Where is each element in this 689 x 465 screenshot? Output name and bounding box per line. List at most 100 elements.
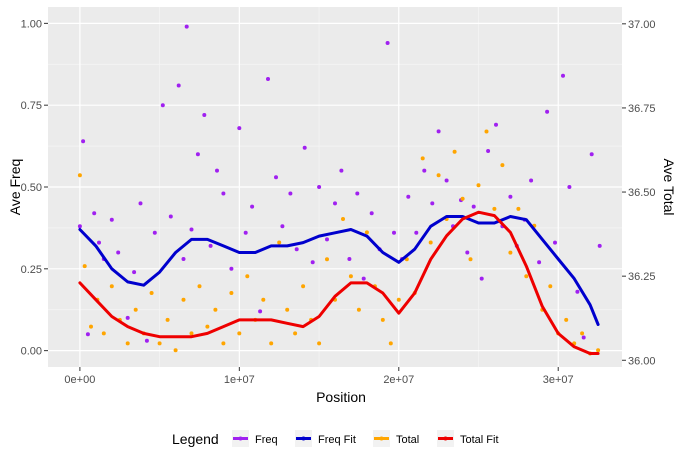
total-point [77,173,82,178]
total-point [157,341,162,346]
total-point [301,284,306,289]
freq-point [310,260,315,265]
total-point [213,307,218,312]
x-tick-label: 2e+07 [383,374,414,386]
freq-point [537,260,542,265]
y-tick-label: 0.75 [21,100,42,112]
freq-point [355,191,360,196]
fit-lines [78,210,600,355]
freq-point [422,168,427,173]
freq-point [294,247,299,252]
freq-point [581,335,586,340]
total-point [197,284,202,289]
freq-point [229,266,234,271]
freq-point [258,309,263,314]
freq-point [77,224,82,229]
freq-point [274,175,278,180]
freq-point [97,240,101,245]
total-point [277,240,282,245]
legend-label: Total [396,434,419,446]
y-tick-label: 0.25 [21,264,42,276]
total-point [396,297,401,302]
freq-point [508,194,513,199]
y2-axis-title: Ave Total [661,158,677,215]
freq-point [444,178,449,183]
freq-point [81,139,86,144]
total-point [89,324,93,329]
y2-tick-label: 36.25 [628,271,656,283]
freq-point [280,224,285,229]
y-axis-right: 36.00 36.25 36.50 36.75 37.00 [622,19,656,367]
freq-point [288,191,293,196]
total-point [245,274,250,279]
total-point [181,297,186,302]
total-point [428,240,433,245]
freq-point [109,217,114,222]
y-axis-title: Ave Freq [7,159,23,216]
freq-point [385,41,390,45]
total-point [476,183,481,188]
total-point [348,274,353,279]
total-point [548,284,553,289]
y2-tick-label: 36.50 [628,187,656,199]
total-point [325,257,329,262]
freq-point [195,152,200,157]
total-point [364,230,369,235]
total-point [500,163,505,168]
freq-point [250,204,255,209]
legend-title: Legend [172,431,219,447]
freq-point [221,191,226,196]
legend-key-point [301,436,306,441]
freq-point [202,113,207,117]
total-point [173,348,178,353]
total-point [293,331,298,336]
freq-point [138,201,143,206]
freq-point [545,109,550,114]
total-point [237,331,242,336]
total-point [524,274,529,279]
legend-key-point [238,436,243,441]
legend-label: Freq Fit [318,434,356,446]
freq-point [92,211,97,216]
y-tick-label: 0.50 [21,182,42,194]
freq-points [77,24,602,343]
freq-point [266,77,270,81]
freq-point [567,185,572,189]
total-point [101,331,106,336]
x-tick-label: 3e+07 [543,374,574,386]
freq-point [333,201,337,206]
total-point [189,331,194,336]
freq-point [479,276,484,281]
freq-point [369,211,374,216]
total-point [388,341,393,346]
freq-point [181,257,186,261]
total-point [468,257,473,262]
freq-point [189,227,194,232]
freq-point [160,103,165,108]
y2-tick-label: 36.75 [628,103,656,115]
total-point [133,307,138,312]
legend-item-total-fit: Total Fit [437,430,499,447]
total-point [380,317,385,322]
total-point [82,264,87,269]
freq-fit-line [78,215,600,326]
freq-point [406,194,411,199]
freq-point [317,185,322,189]
total-point [596,348,601,353]
freq-point [529,178,534,183]
total-point [484,129,489,134]
freq-point [430,201,435,206]
x-axis-title: Position [316,389,366,405]
freq-point [176,83,181,88]
legend-item-freq-fit: Freq Fit [295,430,356,447]
total-point [165,317,170,322]
total-point [508,250,513,255]
freq-point [361,276,366,281]
legend-key-point [443,436,448,441]
y-tick-label: 1.00 [21,18,42,30]
freq-point [339,168,344,173]
total-point [317,341,322,346]
total-point [516,206,521,211]
legend-label: Total Fit [460,434,499,446]
total-point [149,291,154,295]
